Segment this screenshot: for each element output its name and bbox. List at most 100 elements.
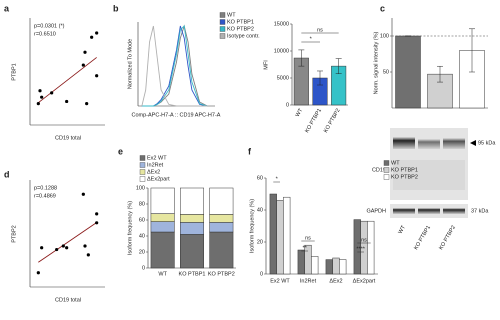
y-axis-label: MFI <box>263 60 269 70</box>
legend-swatch <box>219 33 226 39</box>
error-bar <box>437 65 443 83</box>
point <box>40 95 44 99</box>
trend-line <box>38 57 97 104</box>
bar <box>297 249 305 275</box>
y-axis-label: Isoform frequency (%) <box>249 199 255 253</box>
error-bar <box>317 70 323 86</box>
legend-label: WT <box>227 12 236 18</box>
panel-label: a <box>4 3 10 13</box>
x-tick-label: KO PTBP1 <box>179 271 206 277</box>
stat-annotation: p=0.0301 (*) <box>34 23 65 29</box>
marker-arrow <box>470 140 476 146</box>
y-tick-label: 50 <box>383 69 389 75</box>
histogram-curve <box>141 24 208 107</box>
x-tick-label: KO PTBP2 <box>323 108 342 134</box>
x-tick-label: KO PTBP2 <box>438 225 457 251</box>
bar <box>367 220 375 275</box>
sig-annotation: ns <box>361 237 367 243</box>
stat-annotation: r=0.4869 <box>34 193 56 199</box>
legend-swatch <box>219 26 226 32</box>
point <box>65 99 69 104</box>
blot-band <box>393 208 415 214</box>
y-tick-label: 15000 <box>274 21 289 27</box>
bar-segment <box>180 187 204 215</box>
legend-label: ΔEx2 <box>147 169 160 175</box>
panel-label: e <box>118 146 123 156</box>
point <box>83 50 87 54</box>
bar-segment <box>180 214 204 223</box>
blot-band <box>443 138 465 149</box>
x-tick-label: Ex2 WT <box>270 278 290 284</box>
point <box>50 91 54 95</box>
bar-segment <box>150 213 175 222</box>
legend-label: KO PTBP1 <box>227 19 254 25</box>
sig-annotation: ns <box>317 27 323 33</box>
y-axis-label: Norm. signal intensity (%) <box>373 32 379 95</box>
blot-marker: 37 kDa <box>471 208 489 214</box>
stat-annotation: p=0.1288 <box>34 185 57 191</box>
point <box>95 31 99 35</box>
bar-segment <box>209 222 234 233</box>
legend-label: Ex2 WT <box>147 155 167 161</box>
x-tick-label: KO PTBP1 <box>304 108 323 134</box>
point <box>36 271 40 275</box>
bar <box>325 259 333 275</box>
blot-smear <box>393 160 465 190</box>
y-tick-label: 100 <box>380 33 389 39</box>
point <box>86 253 90 257</box>
bar-segment <box>180 234 204 269</box>
blot-target: CD19 <box>372 167 386 173</box>
y-tick-label: 10000 <box>274 48 289 54</box>
blot-band <box>393 137 415 149</box>
panel-label: d <box>4 169 10 179</box>
legend-label: KO PTBP1 <box>391 167 418 173</box>
point <box>95 212 99 216</box>
bar-segment <box>209 231 234 269</box>
point <box>55 247 59 252</box>
x-axis-label: CD19 total <box>55 297 81 303</box>
stat-annotation: r=0.6510 <box>34 31 56 37</box>
legend-swatch <box>139 155 146 161</box>
point <box>83 244 87 248</box>
x-tick-label: KO PTBP1 <box>413 225 432 251</box>
y-tick-label: 40 <box>257 207 263 213</box>
x-tick-label: WT <box>295 107 305 118</box>
blot-band <box>443 208 465 214</box>
sig-annotation: **** <box>356 246 365 252</box>
legend-swatch <box>219 12 226 18</box>
bar <box>276 200 284 275</box>
bar <box>269 193 277 275</box>
point <box>38 89 42 93</box>
y-tick-label: 80 <box>139 201 145 207</box>
sig-annotation: ns <box>305 235 311 241</box>
y-axis-label: Normalized To Mode <box>127 39 133 89</box>
point <box>85 102 89 106</box>
x-axis-label: Comp-APC-H7-A :: CD19 APC-H7-A <box>132 112 221 118</box>
point <box>95 74 99 78</box>
y-tick-label: 100 <box>136 185 145 191</box>
bar <box>395 35 421 109</box>
bar-segment <box>150 187 175 214</box>
bar-segment <box>150 221 175 233</box>
error-bar <box>298 49 305 67</box>
y-tick-label: 0 <box>260 271 263 277</box>
x-tick-label: In2Ret <box>300 278 317 284</box>
point <box>81 63 85 67</box>
bar-segment <box>180 222 204 235</box>
blot-band <box>418 139 440 149</box>
y-axis-label: Isoform frequency (%) <box>127 201 133 255</box>
bar <box>332 257 340 275</box>
sig-annotation: ** <box>302 245 307 251</box>
legend-swatch <box>139 169 146 175</box>
bar <box>311 256 319 275</box>
histogram-curve <box>141 25 208 107</box>
y-tick-label: 20 <box>257 239 263 245</box>
bar-segment <box>150 231 175 269</box>
point <box>61 244 65 248</box>
blot-marker: 95 kDa <box>478 140 496 146</box>
legend-label: WT <box>391 160 400 166</box>
x-tick-label: ΔEx2 <box>329 278 342 284</box>
y-tick-label: 60 <box>257 175 263 181</box>
panel-label: b <box>113 3 119 13</box>
x-tick-label: KO PTBP2 <box>208 271 235 277</box>
